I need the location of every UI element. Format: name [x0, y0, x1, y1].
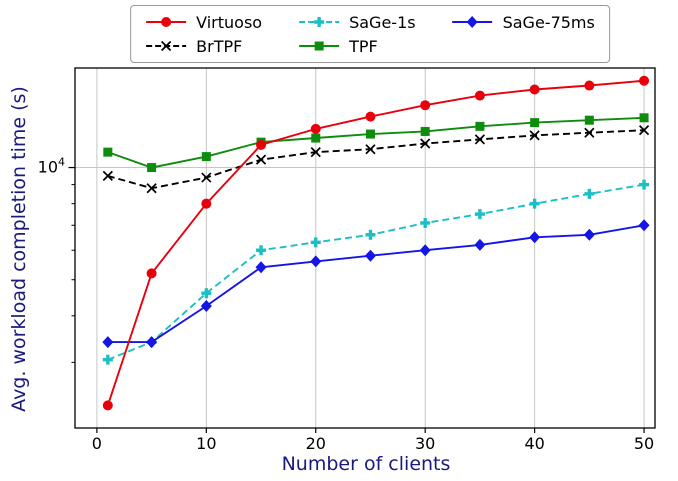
legend-label: TPF: [349, 36, 378, 56]
y-axis-label: Avg. workload completion time (s): [8, 86, 30, 412]
legend-marker-tpf: [299, 41, 340, 51]
legend-label: Virtuoso: [196, 12, 263, 32]
legend-item-virtuoso: Virtuoso: [145, 13, 262, 32]
legend-item-tpf: TPF: [298, 37, 416, 56]
legend-item-brtpf: BrTPF: [145, 37, 262, 56]
y-tick-label: 104: [38, 156, 65, 177]
axis-ticks: 0 10 20 30 40 50 104: [38, 156, 655, 453]
legend-label: SaGe-1s: [349, 12, 416, 32]
legend-item-sage-1s: SaGe-1s: [298, 13, 416, 32]
x-tick-label: 20: [306, 434, 326, 453]
x-tick-label: 0: [92, 434, 102, 453]
legend-marker-sage-75ms: [452, 16, 493, 28]
legend-marker-brtpf: [146, 40, 187, 52]
x-tick-label: 10: [196, 434, 216, 453]
legend-item-sage-75ms: SaGe-75ms: [452, 13, 595, 32]
axes-spines: [74, 67, 656, 429]
series-sage-75ms: [102, 219, 650, 349]
x-tick-label: 30: [415, 434, 435, 453]
series-sage-1s: [102, 179, 650, 365]
series-virtuoso: [102, 75, 650, 411]
legend-marker-virtuoso: [146, 17, 187, 27]
series-brtpf: [102, 125, 650, 194]
legend: Virtuoso BrTPF SaGe-1s TPF SaGe-75ms: [130, 5, 610, 63]
series-tpf: [103, 113, 649, 173]
x-tick-label: 40: [524, 434, 544, 453]
x-axis-label: Number of clients: [281, 453, 451, 475]
x-tick-label: 50: [634, 434, 654, 453]
legend-label: SaGe-75ms: [502, 12, 595, 32]
legend-marker-sage-1s: [299, 17, 340, 27]
legend-label: BrTPF: [196, 36, 243, 56]
